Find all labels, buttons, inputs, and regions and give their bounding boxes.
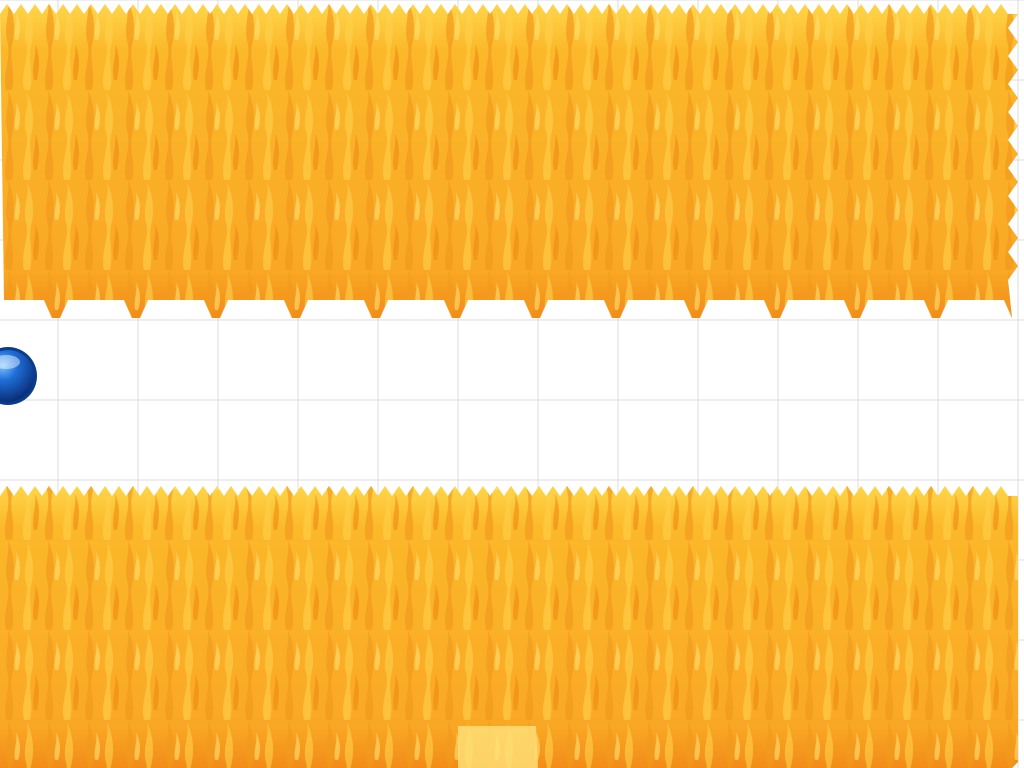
player-ball [0,350,34,402]
fire-layer [0,4,1018,768]
ball-highlight [0,355,20,369]
fire-texture [0,4,1018,318]
fire-spot [458,726,538,768]
fire-texture [0,486,1018,768]
